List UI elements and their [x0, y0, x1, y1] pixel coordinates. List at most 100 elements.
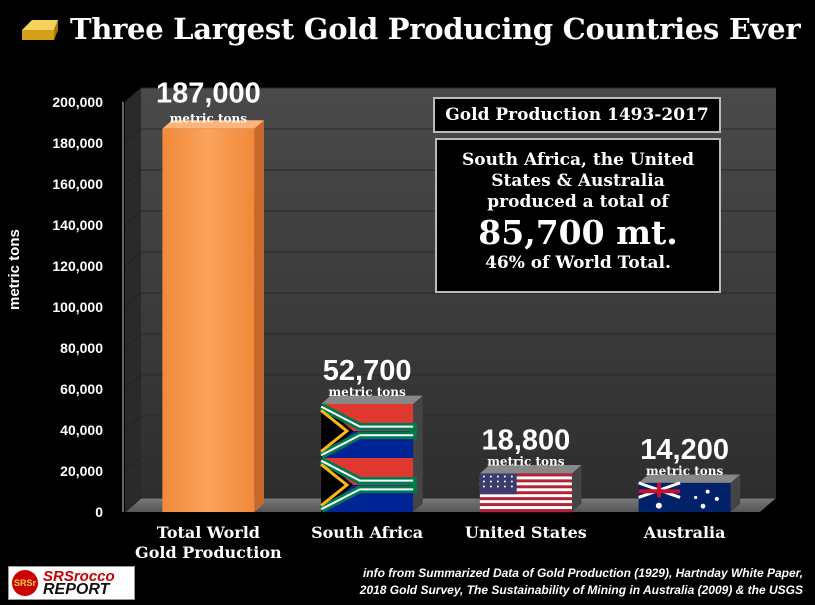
y-tick-label: 140,000	[52, 217, 103, 233]
us-stripe	[479, 479, 572, 483]
grid-line	[124, 415, 142, 431]
bar-side	[571, 465, 582, 512]
x-tick-label: Gold Production	[135, 543, 282, 562]
us-canton	[479, 473, 517, 495]
bar-top	[162, 120, 264, 129]
us-star	[510, 475, 513, 478]
source-line-1: info from Summarized Data of Gold Produc…	[362, 566, 803, 580]
us-stripe	[479, 482, 572, 486]
grid-line	[124, 456, 142, 472]
summary-box: South Africa, the United States & Austra…	[435, 138, 721, 293]
bar-top	[479, 465, 582, 474]
grid-line	[124, 169, 142, 185]
info-box-title: Gold Production 1493-2017	[433, 97, 721, 133]
y-tick-label: 100,000	[52, 299, 103, 315]
value-label: 18,800	[482, 424, 571, 456]
value-label: 187,000	[156, 78, 261, 110]
y-tick-label: 40,000	[60, 422, 103, 438]
grid-line	[124, 210, 142, 226]
sa-gold	[320, 463, 350, 507]
y-tick-label: 180,000	[52, 135, 103, 151]
x-tick-label: Australia	[643, 523, 726, 542]
logo-text-1: SRSrocco	[43, 568, 115, 585]
us-star	[482, 485, 485, 488]
x-tick-label: United States	[465, 523, 587, 542]
summary-line-2: States & Australia	[491, 171, 665, 191]
grid-line	[124, 497, 142, 513]
us-star	[482, 480, 485, 483]
y-tick-label: 120,000	[52, 258, 103, 274]
au-star	[714, 496, 719, 501]
bar-2	[479, 465, 582, 513]
grid-line	[124, 128, 142, 144]
us-star	[510, 485, 513, 488]
au-star	[655, 502, 662, 509]
us-stripe	[479, 494, 572, 498]
y-tick-label: 0	[95, 504, 103, 520]
source-note: info from Summarized Data of Gold Produc…	[360, 565, 803, 599]
y-tick-label: 80,000	[60, 340, 103, 356]
value-label: 52,700	[323, 355, 412, 387]
bar-1	[319, 395, 423, 513]
au-star	[694, 495, 698, 500]
unit-label: metric tons	[170, 112, 248, 126]
x-tick-label: South Africa	[311, 523, 423, 542]
y-tick-label: 20,000	[60, 463, 103, 479]
bar-front	[162, 128, 255, 512]
us-stripe	[479, 488, 572, 492]
us-stripe	[479, 497, 572, 501]
us-stripe	[479, 506, 572, 510]
summary-total: 85,700 mt.	[478, 213, 678, 252]
y-tick-label: 200,000	[52, 94, 103, 110]
us-stripe	[479, 485, 572, 489]
bar-side	[413, 395, 423, 512]
unit-label: metric tons	[328, 385, 406, 399]
us-star	[489, 475, 492, 478]
y-tick-label: 160,000	[52, 176, 103, 192]
grid-line	[124, 87, 142, 103]
us-star	[503, 475, 506, 478]
sa-flag-pattern	[319, 403, 417, 513]
grid-line	[124, 374, 142, 390]
unit-label: metric tons	[646, 464, 724, 478]
chart-title: Three Largest Gold Producing Countries E…	[70, 12, 801, 46]
grid-line	[124, 333, 142, 349]
x-tick-label: Total World	[157, 523, 260, 542]
au-star	[705, 489, 710, 494]
us-stripe	[479, 500, 572, 504]
gold-bar-icon	[22, 20, 58, 40]
us-stripe	[479, 491, 572, 495]
us-star	[496, 480, 499, 483]
sa-white	[320, 459, 414, 511]
bar-top	[321, 395, 423, 404]
au-star	[700, 503, 706, 509]
us-star	[482, 475, 485, 478]
us-star	[496, 485, 499, 488]
summary-line-3: produced a total of	[487, 192, 669, 212]
bar-3	[638, 474, 741, 512]
logo-badge: SRSr	[12, 570, 38, 596]
us-star	[496, 475, 499, 478]
us-stripe	[479, 476, 572, 480]
us-star	[489, 480, 492, 483]
us-stripe	[479, 509, 572, 513]
summary-share: 46% of World Total.	[485, 253, 671, 273]
au-cross	[638, 489, 681, 494]
us-star	[510, 480, 513, 483]
srsrocco-logo: SRSr SRSrocco REPORT	[8, 566, 135, 600]
us-stripe	[479, 473, 572, 477]
summary-line-1: South Africa, the United	[461, 150, 695, 170]
us-star	[489, 485, 492, 488]
bar-side	[730, 474, 741, 512]
sa-gold	[320, 409, 350, 453]
us-star	[503, 480, 506, 483]
grid-line	[124, 251, 142, 267]
grid-line	[124, 292, 142, 308]
bar-side	[254, 120, 264, 512]
y-tick-label: 60,000	[60, 381, 103, 397]
value-label: 14,200	[640, 434, 729, 466]
logo-text-2: REPORT	[43, 581, 110, 598]
bar-0	[162, 120, 264, 512]
us-star	[503, 485, 506, 488]
